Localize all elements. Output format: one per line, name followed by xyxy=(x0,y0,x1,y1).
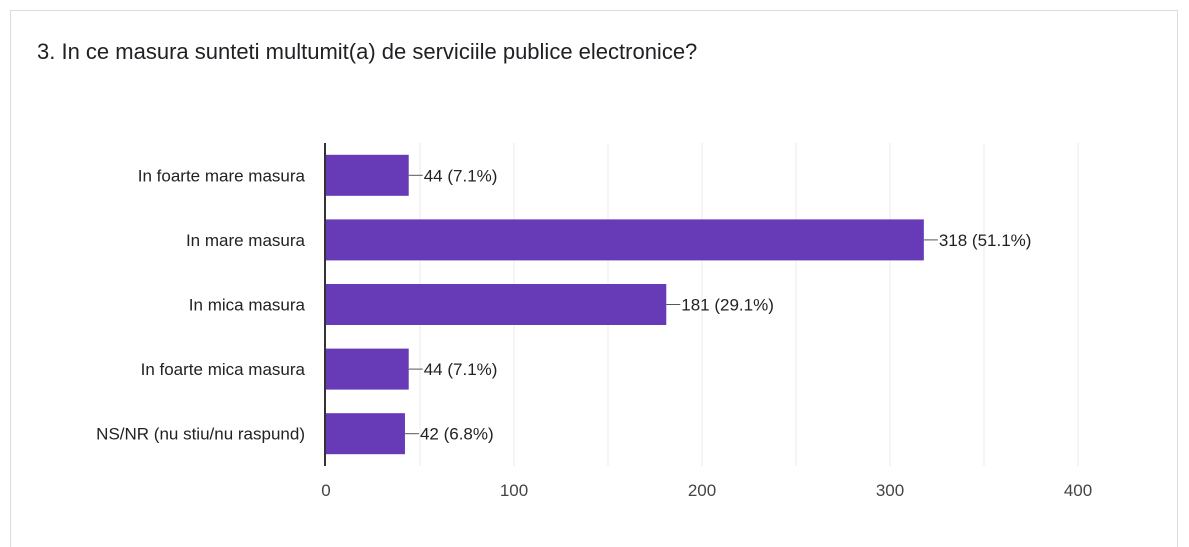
bar xyxy=(326,219,924,261)
x-tick-label: 200 xyxy=(688,481,716,500)
bar xyxy=(326,348,409,390)
category-label: In mica masura xyxy=(189,296,306,315)
data-label: 42 (6.8%) xyxy=(420,425,494,444)
category-label: In mare masura xyxy=(186,231,306,250)
bar xyxy=(326,284,667,325)
data-label: 44 (7.1%) xyxy=(424,166,498,185)
data-label: 318 (51.1%) xyxy=(939,231,1032,250)
x-tick-label: 100 xyxy=(500,481,528,500)
category-label: NS/NR (nu stiu/nu raspund) xyxy=(96,425,305,444)
question-title: 3. In ce masura sunteti multumit(a) de s… xyxy=(37,39,698,64)
bar xyxy=(326,154,409,196)
category-label: In foarte mica masura xyxy=(141,360,306,379)
data-label: 181 (29.1%) xyxy=(681,296,774,315)
x-tick-label: 400 xyxy=(1064,481,1092,500)
chart-card: 3. In ce masura sunteti multumit(a) de s… xyxy=(10,10,1178,547)
x-tick-label: 300 xyxy=(876,481,904,500)
data-label: 44 (7.1%) xyxy=(424,360,498,379)
bar xyxy=(326,413,405,455)
x-tick-label: 0 xyxy=(321,481,330,500)
category-label: In foarte mare masura xyxy=(138,166,306,185)
